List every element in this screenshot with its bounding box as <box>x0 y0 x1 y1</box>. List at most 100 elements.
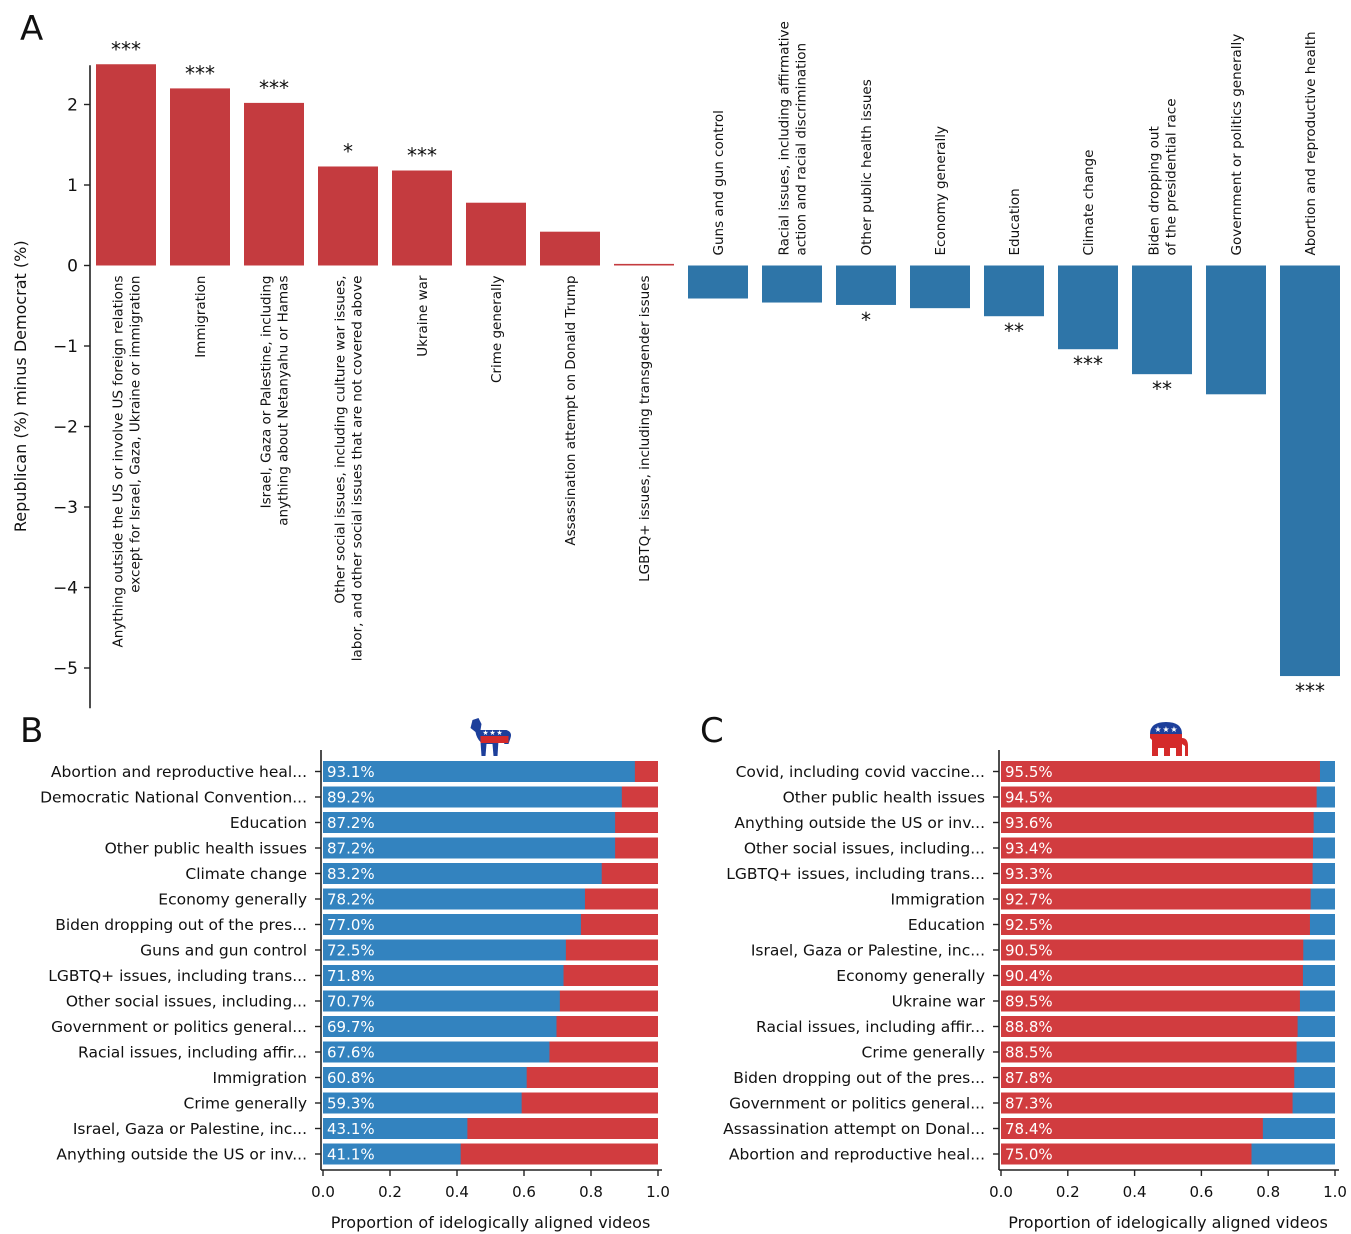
bar <box>323 761 635 782</box>
category-label: Education <box>1007 188 1023 255</box>
bar-value-label: 83.2% <box>327 865 375 883</box>
bar <box>323 812 616 833</box>
bar-value-label: 72.5% <box>327 942 375 960</box>
bar-value-label: 89.5% <box>1005 993 1053 1011</box>
panel-label-b: B <box>20 711 43 751</box>
category-label: Assassination attempt on Donal... <box>723 1120 985 1138</box>
significance-label: ** <box>1004 319 1024 343</box>
bar <box>323 939 566 961</box>
bar-value-label: 43.1% <box>327 1120 375 1138</box>
category-label: Israel, Gaza or Palestine, including <box>259 276 275 509</box>
x-tick-label: 0.4 <box>1123 1183 1147 1201</box>
category-label: Israel, Gaza or Palestine, inc... <box>751 942 985 960</box>
bar-value-label: 93.6% <box>1005 814 1053 832</box>
bar <box>318 166 378 266</box>
panel-a-chart: 2 1 0 −1 −2 −3 −4 −5 Republican (%) minus Democr… <box>11 21 1340 709</box>
x-tick-label: 1.0 <box>1323 1183 1347 1201</box>
category-label: of the presidential race <box>1164 98 1180 255</box>
bar-value-label: 93.3% <box>1005 865 1053 883</box>
panel-label-c: C <box>700 711 724 751</box>
category-label: Education <box>908 916 985 934</box>
significance-label: *** <box>407 144 437 168</box>
donkey-icon: ★ ★ ★ <box>470 718 511 756</box>
bar <box>1206 265 1266 395</box>
x-axis-label: Proportion of idelogically aligned video… <box>1008 1213 1328 1232</box>
bar <box>323 1041 550 1063</box>
bar-value-label: 69.7% <box>327 1018 375 1036</box>
bar <box>1001 965 1303 986</box>
bar-value-label: 41.1% <box>327 1146 375 1164</box>
bar <box>762 265 822 303</box>
category-label: Abortion and reproductive health <box>1303 31 1319 255</box>
category-label: Government or politics generally <box>1229 34 1245 256</box>
bar <box>1001 1016 1298 1037</box>
category-label: Racial issues, including affir... <box>756 1018 985 1036</box>
bar-value-label: 92.7% <box>1005 891 1053 909</box>
x-tick-label: 0.6 <box>1189 1183 1213 1201</box>
bar-value-label: 78.2% <box>327 891 375 909</box>
elephant-icon: ★ ★ ★ <box>1150 722 1188 756</box>
bar <box>323 990 560 1012</box>
category-label: Climate change <box>185 865 307 883</box>
bar <box>1001 761 1320 782</box>
bar <box>244 102 304 266</box>
star: ★ <box>489 729 495 737</box>
bar <box>688 265 748 299</box>
bar-value-label: 89.2% <box>327 789 375 807</box>
bar <box>1001 1118 1263 1139</box>
category-label: Covid, including covid vaccine... <box>736 763 985 781</box>
bar <box>1001 1041 1297 1063</box>
bar-value-label: 67.6% <box>327 1044 375 1062</box>
category-label: Economy generally <box>836 967 985 985</box>
bar-value-label: 90.5% <box>1005 942 1053 960</box>
bar-value-label: 70.7% <box>327 993 375 1011</box>
star: ★ <box>496 729 502 737</box>
bar-value-label: 78.4% <box>1005 1120 1053 1138</box>
star: ★ <box>1162 725 1169 734</box>
significance-label: ** <box>1152 377 1172 401</box>
x-tick-label: 0.6 <box>512 1183 536 1201</box>
bar-value-label: 88.8% <box>1005 1018 1053 1036</box>
panel-b-chart: 0.0 0.2 0.4 0.6 0.8 1.0 Proportion of idelogic… <box>40 718 670 1232</box>
x-tick-label: 0.8 <box>579 1183 603 1201</box>
category-label: Other social issues, including culture w… <box>333 276 349 604</box>
bar <box>1001 1143 1252 1165</box>
bar <box>1058 265 1118 350</box>
bar-value-label: 87.3% <box>1005 1095 1053 1113</box>
y-tick-label: −1 <box>53 337 78 357</box>
x-tick-label: 1.0 <box>646 1183 670 1201</box>
bar <box>323 965 564 986</box>
bar-value-label: 93.4% <box>1005 840 1053 858</box>
y-axis-label: Republican (%) minus Democrat (%) <box>11 240 30 532</box>
category-label: Climate change <box>1081 150 1097 256</box>
significance-label: *** <box>1073 352 1103 376</box>
significance-label: * <box>861 308 871 332</box>
bar <box>1132 265 1192 375</box>
bar <box>1001 914 1310 935</box>
bar-value-label: 88.5% <box>1005 1044 1053 1062</box>
category-label: Immigration <box>891 891 985 909</box>
category-label: Other social issues, including... <box>66 993 307 1011</box>
bar-value-label: 75.0% <box>1005 1146 1053 1164</box>
y-tick-label: −2 <box>53 418 78 438</box>
category-label: Other public health issues <box>783 789 985 807</box>
category-label: Abortion and reproductive heal... <box>51 763 307 781</box>
category-label: Anything outside the US or inv... <box>56 1146 307 1164</box>
bar-value-label: 92.5% <box>1005 916 1053 934</box>
category-label: Economy generally <box>158 891 307 909</box>
category-label: labor, and other social issues that are … <box>350 276 366 662</box>
bar <box>1001 837 1313 859</box>
x-tick-label: 0.0 <box>311 1183 335 1201</box>
category-label: Biden dropping out of the pres... <box>733 1069 985 1087</box>
category-label: Ukraine war <box>892 993 986 1011</box>
category-label: Crime generally <box>184 1095 307 1113</box>
y-tick-label: 1 <box>67 176 78 196</box>
category-label: anything about Netanyahu or Hamas <box>276 276 292 526</box>
category-label: Racial issues, including affirmative <box>777 21 793 255</box>
bar <box>466 202 526 266</box>
category-label: Government or politics general... <box>51 1018 307 1036</box>
bar-value-label: 93.1% <box>327 763 375 781</box>
elephant-body <box>1150 734 1188 756</box>
category-label: Immigration <box>193 276 209 358</box>
